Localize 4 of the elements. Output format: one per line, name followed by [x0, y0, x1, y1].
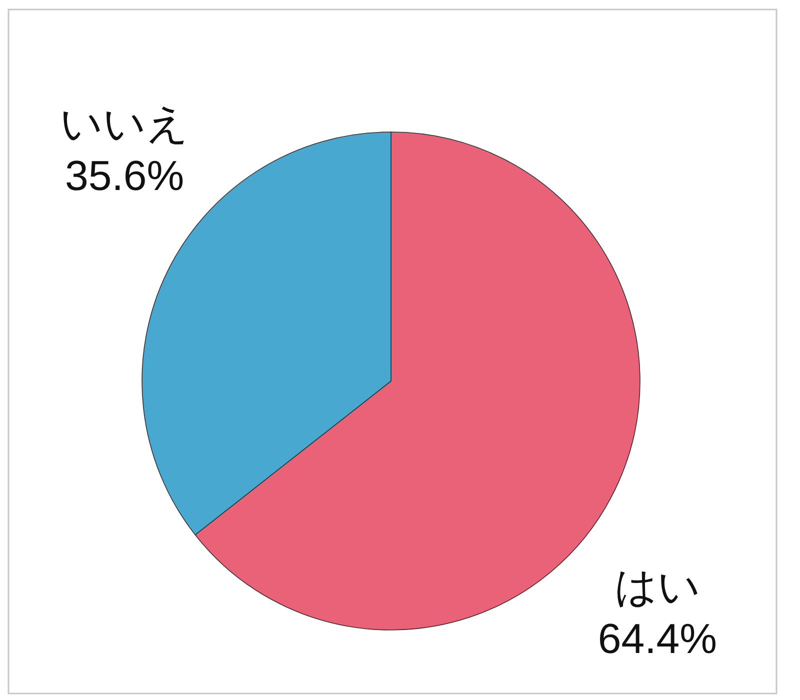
data-label: 35.6%	[65, 152, 184, 199]
data-label: 64.4%	[598, 615, 717, 662]
slice-label: いいえ	[60, 100, 190, 147]
slice-label: はい	[614, 563, 700, 610]
